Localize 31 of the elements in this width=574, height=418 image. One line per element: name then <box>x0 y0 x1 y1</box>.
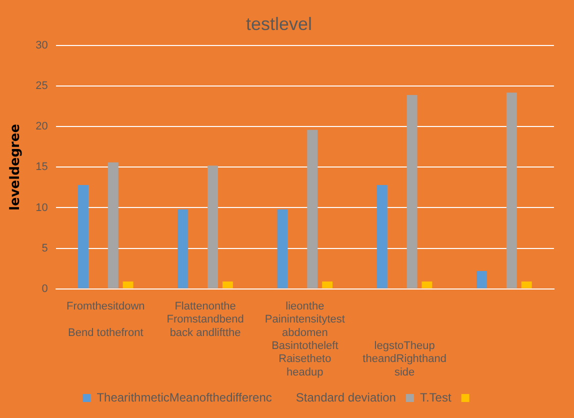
legend-label: T.Test <box>420 390 452 404</box>
bar <box>222 282 233 288</box>
y-tick-label: 15 <box>36 161 48 174</box>
category-label: Fromthesitdown Bend tothefront <box>66 300 145 339</box>
y-axis-title: leveldegree <box>8 124 24 210</box>
bar <box>178 209 188 288</box>
bar <box>506 92 517 288</box>
bar <box>108 162 118 288</box>
bar <box>406 95 418 288</box>
y-tick-label: 30 <box>36 40 48 52</box>
x-tick-label: lieonthe Painintensitytest abdomen Basintotheleft Raisetheto headup <box>264 300 345 378</box>
bar <box>208 166 218 288</box>
legend-label: ThearithmeticMeanofthedifferenc <box>96 390 272 404</box>
y-tick-label: 5 <box>42 242 48 254</box>
bar <box>78 185 88 288</box>
y-tick-label: 10 <box>36 202 48 214</box>
y-tick-label: 25 <box>36 80 48 92</box>
bar <box>521 282 532 288</box>
bar <box>422 282 432 288</box>
bar <box>376 185 388 288</box>
chart-title: testlevel <box>246 14 312 34</box>
bar <box>322 282 333 288</box>
x-tick-label: Flattenonthe Fromstandbend back andliftthe <box>166 300 244 339</box>
bar <box>277 209 288 288</box>
bar <box>476 270 487 288</box>
x-tick-label: legstoTheup theandRighthand side <box>362 340 446 378</box>
y-tick-label: 20 <box>36 120 48 133</box>
text: Standard deviation <box>296 390 396 404</box>
y-tick-label: 0 <box>42 282 48 295</box>
bar <box>122 282 134 288</box>
bar <box>307 130 318 288</box>
